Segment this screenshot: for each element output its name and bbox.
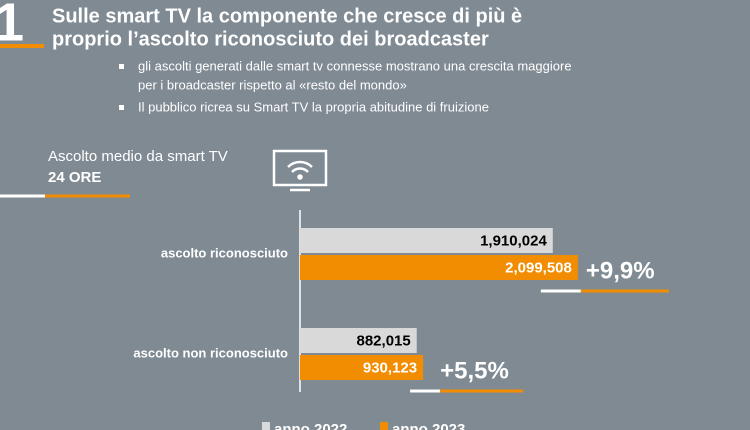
bar — [300, 355, 424, 380]
legend-swatch — [380, 422, 388, 430]
bar — [300, 255, 578, 280]
bullet-text: gli ascolti generati dalle smart tv conn… — [138, 58, 572, 73]
bar — [300, 228, 553, 253]
value-label: 930,123 — [363, 359, 417, 376]
section-number: 1 — [0, 0, 24, 52]
subtitle-bold: 24 ORE — [48, 169, 101, 186]
accent-bar — [0, 44, 44, 48]
tv-icon — [272, 149, 328, 192]
legend-label: anno 2022 — [274, 421, 347, 430]
bar — [300, 328, 417, 353]
category-label: ascolto riconosciuto — [161, 245, 288, 260]
bullet — [119, 105, 124, 110]
legend-swatch — [262, 422, 270, 430]
bullet-text: Il pubblico ricrea su Smart TV la propri… — [138, 99, 489, 114]
category-label: ascolto non riconosciuto — [133, 345, 288, 360]
bullet — [119, 64, 124, 69]
title-line: Sulle smart TV la componente che cresce … — [52, 5, 522, 27]
growth-annotation: +9,9% — [586, 257, 655, 284]
value-label: 2,099,508 — [505, 259, 572, 276]
bullet-text: per i broadcaster rispetto al «resto del… — [138, 77, 407, 92]
title-line: proprio l’ascolto riconosciuto dei broad… — [52, 28, 489, 50]
value-label: 1,910,024 — [480, 232, 547, 249]
value-label: 882,015 — [357, 332, 411, 349]
growth-annotation: +5,5% — [440, 357, 509, 384]
legend-label: anno 2023 — [392, 421, 465, 430]
subtitle: Ascolto medio da smart TV — [48, 148, 228, 165]
